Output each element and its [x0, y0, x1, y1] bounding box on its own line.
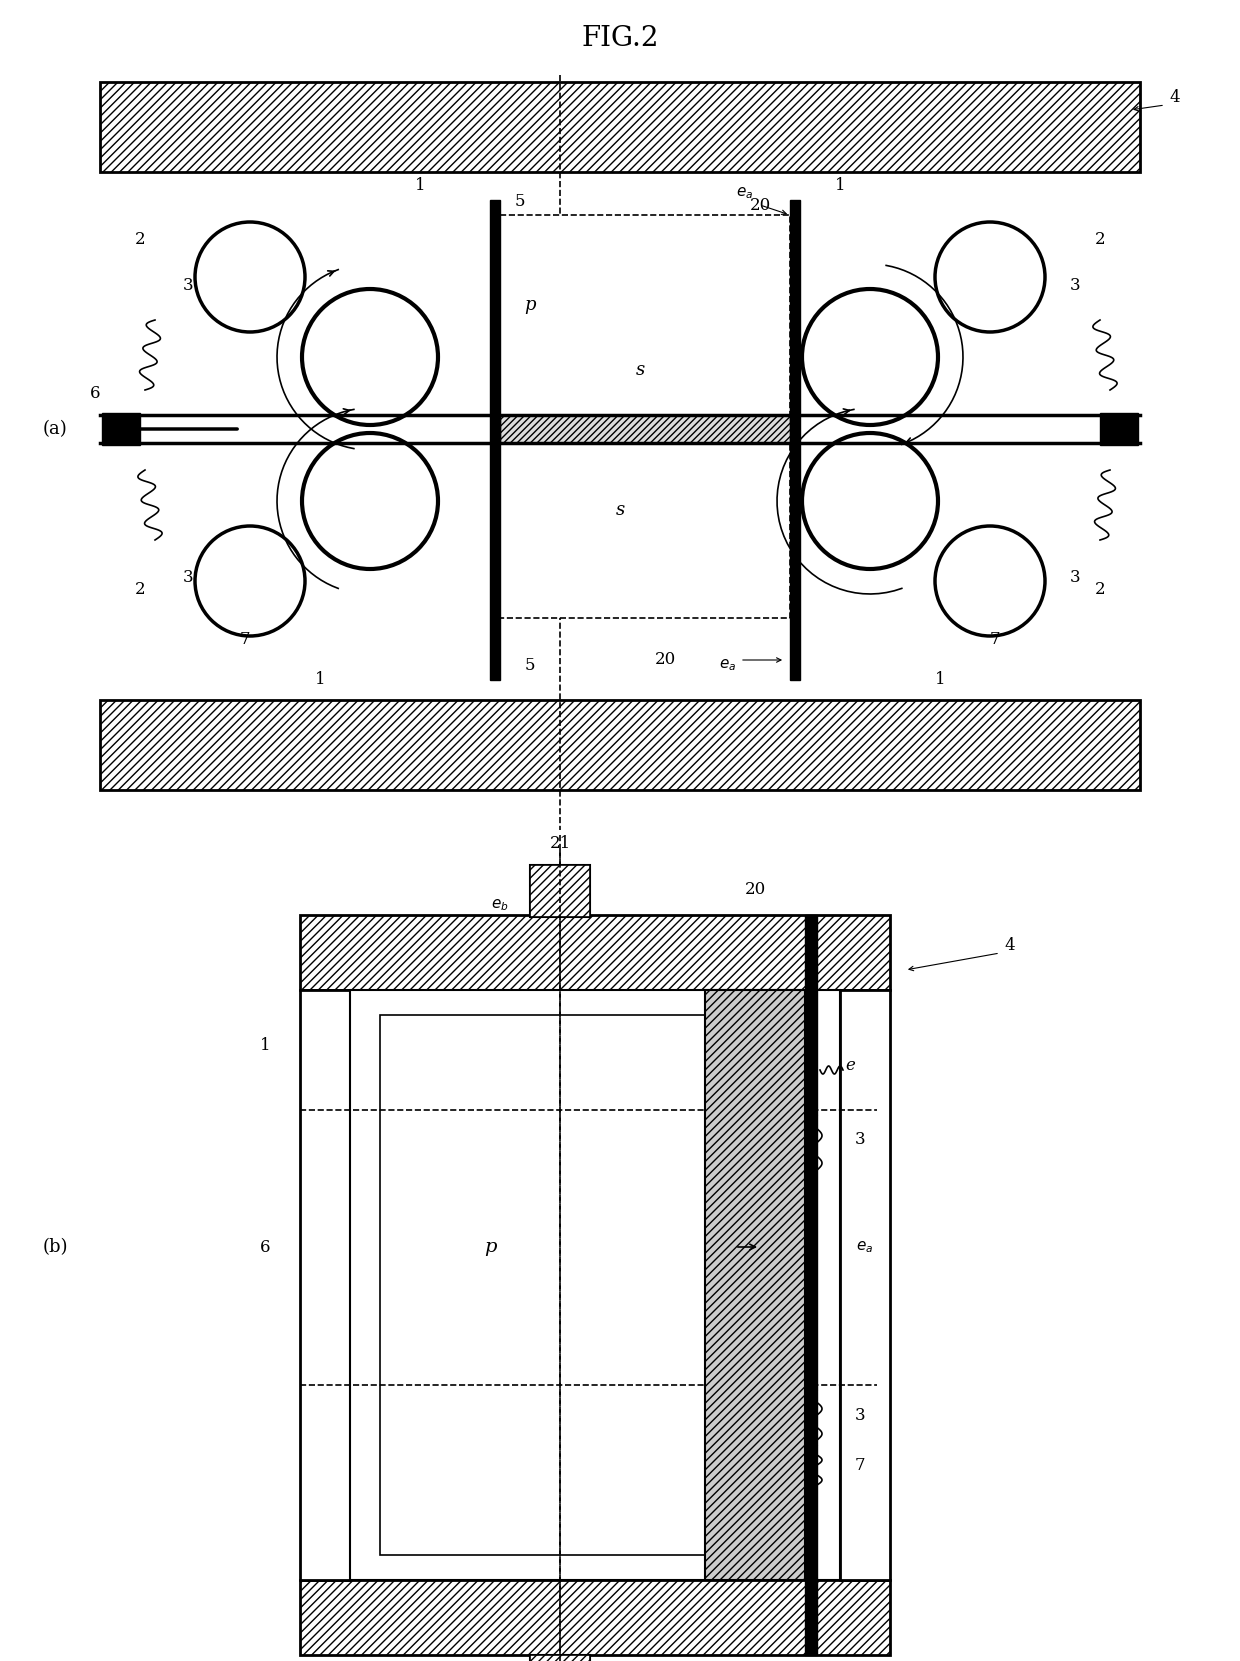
Text: 1: 1	[315, 671, 325, 689]
Bar	[529, 1654, 590, 1661]
Text: 2: 2	[135, 231, 145, 249]
Text: $e_a$: $e_a$	[737, 184, 754, 201]
Text: 5: 5	[525, 656, 536, 673]
Bar	[706, 990, 805, 1580]
Text: 5: 5	[515, 193, 526, 211]
Text: 1: 1	[935, 671, 945, 689]
Text: 6: 6	[89, 384, 100, 402]
Text: 3: 3	[1070, 570, 1080, 586]
Text: s: s	[635, 360, 645, 379]
Bar	[839, 990, 890, 1580]
Circle shape	[802, 434, 937, 570]
Text: 1: 1	[414, 176, 425, 193]
Text: 7: 7	[990, 631, 1001, 648]
Text: p: p	[525, 296, 536, 314]
Bar	[500, 410, 790, 448]
Bar	[1100, 414, 1138, 445]
Text: e: e	[846, 1056, 854, 1073]
Text: 4: 4	[1169, 88, 1180, 106]
Circle shape	[303, 434, 438, 570]
Bar	[490, 199, 500, 679]
Circle shape	[195, 223, 305, 332]
Text: 2: 2	[1095, 231, 1105, 249]
Text: 20: 20	[655, 651, 676, 668]
Bar	[300, 1580, 890, 1654]
Text: 2: 2	[1095, 581, 1105, 598]
Text: 3: 3	[854, 1131, 866, 1148]
Bar	[102, 414, 140, 445]
Circle shape	[935, 223, 1045, 332]
Text: 1: 1	[835, 176, 846, 193]
Bar	[529, 865, 590, 917]
Text: s: s	[615, 502, 625, 518]
Bar	[300, 915, 890, 990]
Text: 4: 4	[1004, 937, 1016, 953]
Text: (a): (a)	[42, 420, 67, 439]
Bar	[100, 699, 1140, 791]
Text: 20: 20	[744, 882, 765, 899]
Bar	[805, 915, 817, 1654]
Bar	[350, 990, 839, 1580]
Text: 3: 3	[1070, 276, 1080, 294]
Circle shape	[303, 289, 438, 425]
Text: 3: 3	[854, 1407, 866, 1423]
Bar	[529, 865, 590, 917]
Text: 3: 3	[182, 276, 193, 294]
Text: (b): (b)	[42, 1237, 68, 1256]
Bar	[300, 990, 350, 1580]
Circle shape	[935, 527, 1045, 636]
Text: $e_a$: $e_a$	[719, 658, 737, 673]
Text: 20: 20	[749, 196, 770, 214]
Bar	[790, 199, 800, 679]
Circle shape	[195, 527, 305, 636]
Text: 6: 6	[259, 1239, 270, 1256]
Text: p: p	[484, 1237, 496, 1256]
Text: $e_a$: $e_a$	[857, 1239, 874, 1254]
Circle shape	[802, 289, 937, 425]
Text: 7: 7	[239, 631, 250, 648]
Text: 21: 21	[549, 834, 570, 852]
Text: 3: 3	[182, 570, 193, 586]
Bar	[529, 1654, 590, 1661]
Text: $e_b$: $e_b$	[491, 897, 508, 914]
Text: 1: 1	[259, 1036, 270, 1053]
Text: 2: 2	[135, 581, 145, 598]
Text: FIG.2: FIG.2	[582, 25, 658, 51]
Text: 7: 7	[854, 1457, 866, 1473]
Bar	[379, 1015, 810, 1555]
Bar	[500, 214, 790, 415]
Bar	[100, 81, 1140, 173]
Bar	[500, 443, 790, 618]
